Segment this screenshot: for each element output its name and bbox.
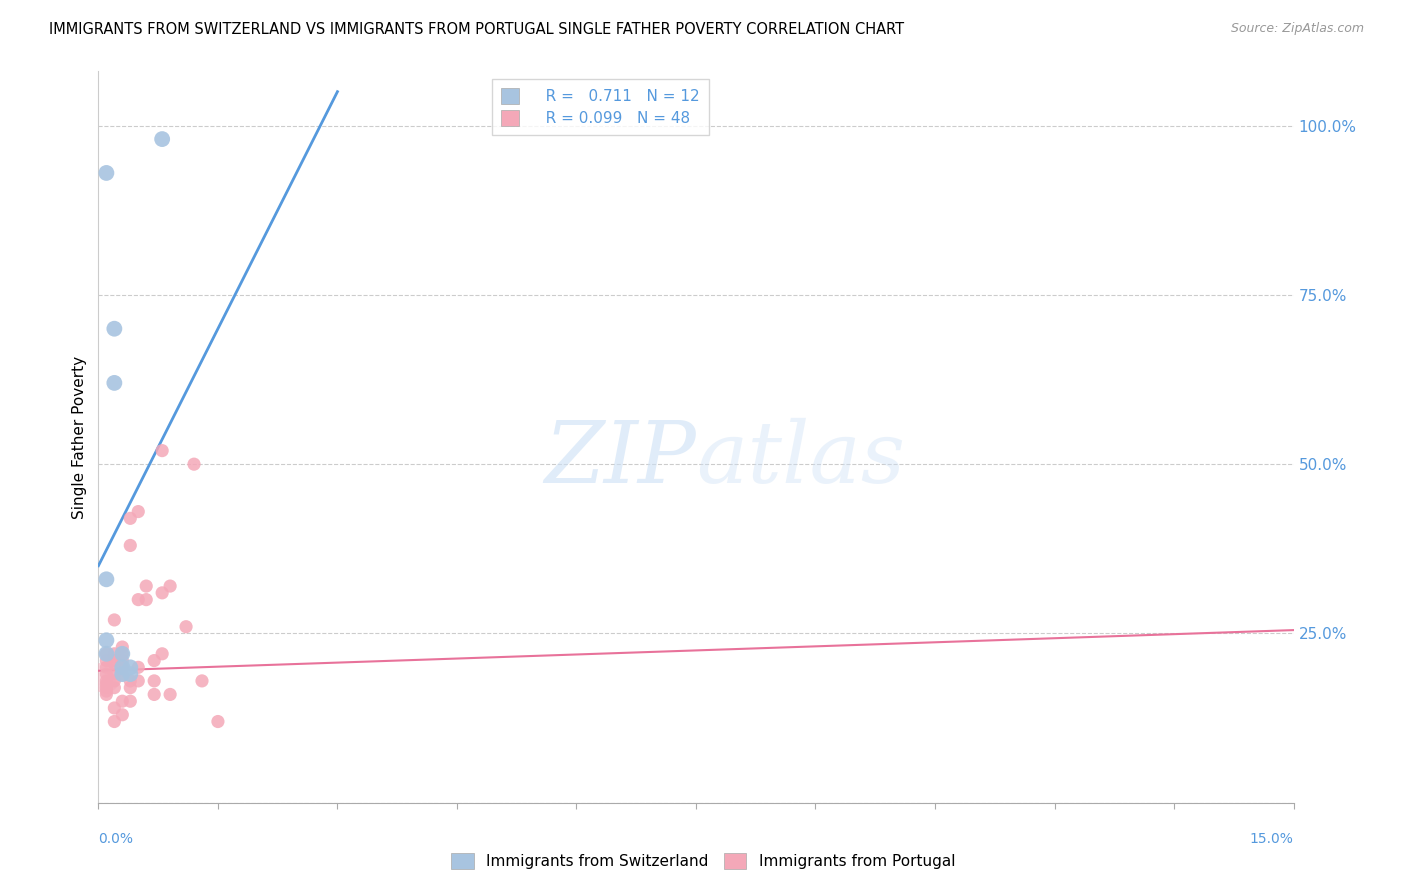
Point [103, 647, 125, 661]
Point [143, 673, 166, 688]
Point [183, 457, 205, 471]
Point [159, 579, 181, 593]
Point [103, 714, 125, 729]
Text: 0.0%: 0.0% [98, 832, 134, 846]
Point [96, 688, 118, 702]
Point [103, 681, 125, 695]
Y-axis label: Single Father Poverty: Single Father Poverty [72, 356, 87, 518]
Point [103, 654, 125, 668]
Point [111, 647, 134, 661]
Point [103, 322, 125, 336]
Point [111, 707, 134, 722]
Point [127, 505, 149, 519]
Point [96, 654, 118, 668]
Point [103, 701, 125, 715]
Point [111, 654, 134, 668]
Text: IMMIGRANTS FROM SWITZERLAND VS IMMIGRANTS FROM PORTUGAL SINGLE FATHER POVERTY CO: IMMIGRANTS FROM SWITZERLAND VS IMMIGRANT… [49, 22, 904, 37]
Point [120, 694, 142, 708]
Point [111, 640, 134, 654]
Point [96, 673, 118, 688]
Point [103, 376, 125, 390]
Point [96, 677, 118, 691]
Point [120, 667, 142, 681]
Point [96, 647, 118, 661]
Point [94, 671, 117, 685]
Legend: Immigrants from Switzerland, Immigrants from Portugal: Immigrants from Switzerland, Immigrants … [444, 847, 962, 875]
Point [207, 714, 229, 729]
Point [127, 673, 149, 688]
Point [96, 166, 118, 180]
Point [96, 633, 118, 648]
Point [103, 657, 125, 671]
Point [96, 572, 118, 586]
Text: atlas: atlas [696, 417, 905, 500]
Point [150, 132, 173, 146]
Point [120, 660, 142, 674]
Point [127, 592, 149, 607]
Point [111, 660, 134, 674]
Point [103, 613, 125, 627]
Point [143, 654, 166, 668]
Point [111, 667, 134, 681]
Point [96, 684, 118, 698]
Point [120, 511, 142, 525]
Point [111, 647, 134, 661]
Point [96, 647, 118, 661]
Point [191, 673, 214, 688]
Point [135, 579, 157, 593]
Point [96, 667, 118, 681]
Point [96, 660, 118, 674]
Text: ZIP: ZIP [544, 417, 696, 500]
Point [103, 667, 125, 681]
Legend:    R =   0.711   N = 12,    R = 0.099   N = 48: R = 0.711 N = 12, R = 0.099 N = 48 [492, 79, 709, 136]
Point [150, 443, 173, 458]
Text: 15.0%: 15.0% [1250, 832, 1294, 846]
Text: Source: ZipAtlas.com: Source: ZipAtlas.com [1230, 22, 1364, 36]
Point [159, 688, 181, 702]
Point [111, 694, 134, 708]
Point [120, 538, 142, 552]
Point [150, 647, 173, 661]
Point [111, 660, 134, 674]
Point [135, 592, 157, 607]
Point [127, 660, 149, 674]
Point [143, 688, 166, 702]
Point [120, 681, 142, 695]
Point [174, 620, 197, 634]
Point [103, 673, 125, 688]
Point [150, 586, 173, 600]
Point [111, 667, 134, 681]
Point [120, 673, 142, 688]
Point [96, 681, 118, 695]
